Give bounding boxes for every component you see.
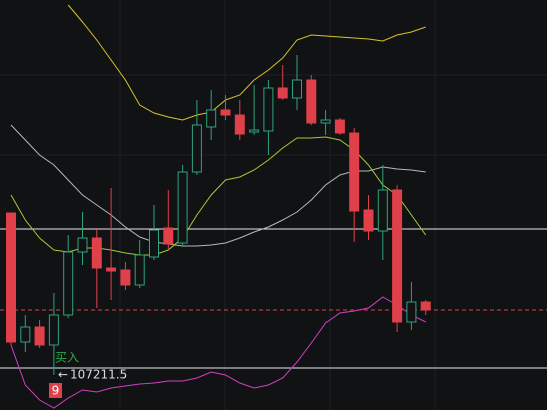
candle-body [191,124,202,173]
marks [0,4,547,409]
candle-body [263,87,274,132]
candle-body [249,129,260,133]
candle-body [6,212,16,343]
candle-body [120,269,131,286]
indicator-line [10,296,426,409]
candle-body [306,79,317,124]
candle-body [349,132,360,212]
indicator-line [67,4,426,121]
candle-body [234,114,245,135]
candle-body [106,267,117,272]
candle-body [292,79,302,99]
candle-body [206,109,217,128]
candle-body [392,189,403,323]
count-label: 9 [52,384,60,398]
candle-body [363,209,374,232]
candle-body [34,326,45,346]
candle-body [377,189,388,232]
candle-body [320,119,331,124]
indicator-line [10,124,426,247]
candle-body [177,171,188,244]
candle-body [77,237,88,253]
candle-body [149,229,159,258]
low-label: 107211.5 [70,368,127,382]
low-arrow: ← [58,368,68,382]
candle-body [334,119,345,134]
candle-body [163,227,174,245]
candle-body [420,301,431,311]
candle-body [220,109,231,116]
candle-body [406,301,417,323]
count-badge [49,383,62,398]
candle-body [134,254,145,286]
candle-body [48,314,59,346]
candle-body [20,326,31,343]
signal-label: 买入 [55,351,79,365]
candle-body [277,87,288,99]
candle-body [91,237,102,269]
candle-body [63,251,74,316]
